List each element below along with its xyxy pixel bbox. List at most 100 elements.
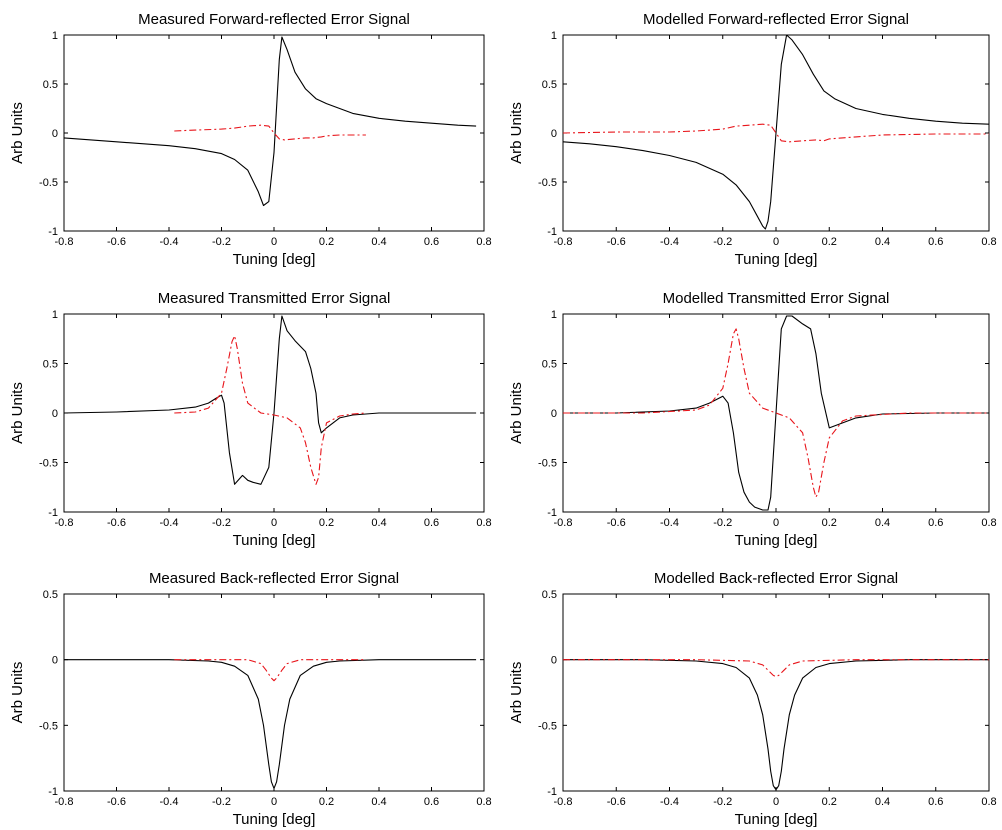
y-tick-label: -1 [48,507,58,519]
x-axis-label: Tuning [deg] [233,251,316,268]
y-tick-label: 0 [551,655,557,667]
y-tick-label: 0.5 [542,359,557,371]
chart-title: Measured Forward-reflected Error Signal [138,11,410,28]
x-tick-label: 0.2 [319,517,334,529]
chart-title: Measured Back-reflected Error Signal [149,570,399,587]
y-tick-label: 0.5 [43,589,58,601]
series-line-solid [63,315,477,485]
series-line-dashdot [174,335,366,485]
y-axis-label: Arb Units [9,382,26,444]
x-tick-label: 0.6 [424,796,439,808]
x-tick-label: 0.4 [371,517,386,529]
x-axis-label: Tuning [deg] [735,811,818,828]
x-tick-label: 0 [773,517,779,529]
x-tick-label: 0.2 [319,236,334,248]
x-axis-label: Tuning [deg] [735,532,818,549]
y-axis-label: Arb Units [508,102,525,164]
subplot-4: -0.8 -0.6 -0.4 -0.2 0 0.2 0.4 0.6 0.8 -1 -0.5 0 0.5 1… [508,290,997,549]
y-tick-label: 1 [551,30,557,42]
y-tick-label: -1 [547,786,557,798]
x-axis-label: Tuning [deg] [233,532,316,549]
x-tick-label: 0.2 [822,236,837,248]
x-tick-label: 0 [271,796,277,808]
x-tick-label: 0 [773,236,779,248]
y-tick-label: -0.5 [538,720,557,732]
x-tick-label: 0.8 [476,517,491,529]
subplot-5: -0.8 -0.6 -0.4 -0.2 0 0.2 0.4 0.6 0.8 -1 -0.5 0 0.5 M… [9,570,492,828]
x-tick-label: -0.2 [713,796,732,808]
y-axis-label: Arb Units [9,102,26,164]
subplot-2: -0.8 -0.6 -0.4 -0.2 0 0.2 0.4 0.6 0.8 -1 -0.5 0 0.5 1… [508,11,997,268]
x-axis-label: Tuning [deg] [233,811,316,828]
x-tick-label: 0.6 [928,796,943,808]
y-tick-label: -0.5 [538,458,557,470]
axes-frame [63,34,485,232]
x-tick-label: -0.6 [107,517,126,529]
chart-title: Modelled Transmitted Error Signal [663,290,890,307]
y-tick-label: 0 [551,408,557,420]
y-tick-label: 0.5 [542,79,557,91]
y-axis-label: Arb Units [508,382,525,444]
y-tick-label: 1 [551,309,557,321]
y-axis-label: Arb Units [508,662,525,724]
series-line-solid [562,34,990,230]
x-tick-label: -0.4 [660,796,679,808]
x-tick-label: -0.2 [713,236,732,248]
x-tick-label: -0.4 [160,517,179,529]
x-tick-label: -0.6 [607,236,626,248]
y-tick-label: -0.5 [39,720,58,732]
x-tick-label: 0.2 [319,796,334,808]
y-tick-label: 0 [52,655,58,667]
x-tick-label: -0.6 [607,796,626,808]
x-tick-label: -0.8 [554,517,573,529]
x-tick-label: 0.2 [822,796,837,808]
y-tick-label: 1 [52,309,58,321]
x-tick-label: 0.8 [981,236,996,248]
series-line-solid [64,659,477,789]
axes-frame [63,593,485,792]
x-tick-label: 0 [271,236,277,248]
x-tick-label: 0.4 [875,236,890,248]
chart-title: Modelled Back-reflected Error Signal [654,570,898,587]
x-tick-label: 0.8 [981,517,996,529]
x-tick-label: -0.2 [212,236,231,248]
subplot-1: -0.8 -0.6 -0.4 -0.2 0 0.2 0.4 0.6 0.8 -1 -0.5 0 0.5 1… [9,11,492,268]
x-tick-label: 0 [773,796,779,808]
axes-frame [562,593,990,792]
subplot-6: -0.8 -0.6 -0.4 -0.2 0 0.2 0.4 0.6 0.8 -1 -0.5 0 0.5 M… [508,570,997,828]
series-line-dashdot [562,123,989,143]
x-tick-label: -0.8 [554,796,573,808]
y-tick-label: 0.5 [542,589,557,601]
y-tick-label: -1 [547,507,557,519]
y-tick-label: 1 [52,30,58,42]
x-tick-label: -0.4 [660,517,679,529]
x-tick-label: -0.8 [55,236,74,248]
x-tick-label: 0.6 [424,517,439,529]
y-tick-label: -0.5 [39,177,58,189]
y-tick-label: -1 [48,226,58,238]
x-tick-label: 0.4 [371,796,386,808]
x-tick-label: -0.4 [660,236,679,248]
series-line-solid [563,315,989,511]
y-tick-label: 0 [551,128,557,140]
y-axis-label: Arb Units [9,662,26,724]
x-tick-label: 0.8 [476,796,491,808]
x-tick-label: 0.6 [928,517,943,529]
x-tick-label: 0.4 [875,796,890,808]
x-tick-label: -0.6 [107,796,126,808]
x-tick-label: -0.2 [212,517,231,529]
x-tick-label: 0 [271,517,277,529]
x-tick-label: -0.8 [55,796,74,808]
x-tick-label: 0.6 [928,236,943,248]
y-tick-label: 0.5 [43,359,58,371]
x-tick-label: -0.6 [607,517,626,529]
x-tick-label: -0.4 [160,796,179,808]
subplot-3: -0.8 -0.6 -0.4 -0.2 0 0.2 0.4 0.6 0.8 -1 -0.5 0 0.5 1… [9,290,492,549]
y-tick-label: 0 [52,128,58,140]
x-tick-label: 0.4 [875,517,890,529]
x-tick-label: -0.2 [212,796,231,808]
x-tick-label: 0.8 [981,796,996,808]
y-tick-label: -1 [48,786,58,798]
x-axis-label: Tuning [deg] [735,251,818,268]
